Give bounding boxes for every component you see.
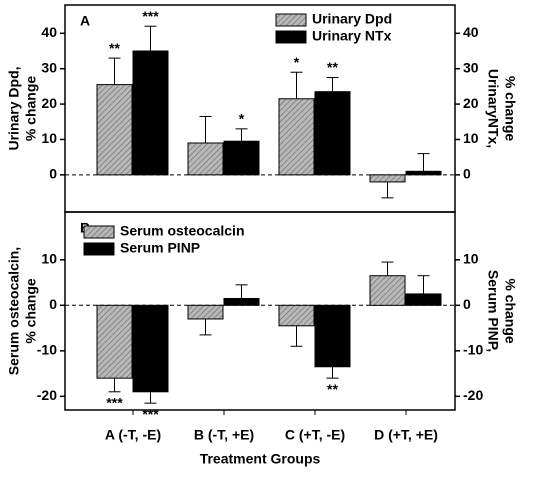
bar	[96, 304, 133, 379]
bar	[278, 98, 315, 176]
error-bar	[144, 391, 157, 404]
y-axis-label: % change	[23, 76, 39, 142]
plot-frame	[64, 211, 456, 411]
bar	[96, 84, 133, 176]
bar	[405, 170, 442, 176]
x-tick-label: A (-T, -E)	[105, 427, 161, 443]
bar	[278, 304, 315, 327]
y-tick-label: 0	[49, 296, 57, 312]
y2-tick-label: -20	[463, 387, 483, 403]
y2-axis-label: UrinaryNTx,	[485, 69, 501, 148]
bar	[187, 304, 224, 320]
legend-label: Urinary NTx	[312, 28, 392, 44]
error-bar	[108, 57, 121, 85]
error-bar	[144, 25, 157, 51]
error-bar	[290, 325, 303, 347]
y2-axis-label: % change	[502, 76, 518, 142]
bar	[223, 140, 260, 176]
y2-tick-label: 30	[463, 59, 479, 75]
y-tick-label: -20	[37, 387, 57, 403]
error-bar	[199, 115, 212, 143]
x-tick-label: D (+T, +E)	[374, 427, 438, 443]
y-tick-label: 20	[41, 95, 57, 111]
y-axis-label: % change	[23, 278, 39, 344]
error-bar	[417, 275, 430, 294]
bar	[223, 297, 260, 306]
error-bar	[235, 284, 248, 299]
bar	[369, 174, 406, 183]
significance: ***	[106, 394, 123, 410]
legend-label: Serum osteocalcin	[120, 223, 245, 239]
y-tick-label: 30	[41, 59, 57, 75]
significance: *	[294, 54, 300, 70]
bar	[369, 275, 406, 306]
panel-label: A	[80, 13, 90, 29]
x-axis-label: Treatment Groups	[200, 451, 321, 467]
x-tick-label: C (+T, -E)	[285, 427, 345, 443]
legend-label: Urinary Dpd	[312, 11, 392, 27]
y2-tick-label: 0	[463, 296, 471, 312]
error-bar	[108, 378, 121, 393]
y-tick-label: -10	[37, 342, 57, 358]
y2-axis-label: % change	[502, 278, 518, 344]
y-axis-label: Serum osteocalcin,	[6, 247, 22, 375]
significance: **	[327, 59, 338, 75]
legend-swatch	[275, 30, 307, 44]
y2-axis-label: Serum PINP,	[485, 270, 501, 352]
y-tick-label: 10	[41, 250, 57, 266]
error-bar	[381, 181, 394, 199]
legend-label: Serum PINP	[120, 240, 200, 256]
y-tick-label: 10	[41, 130, 57, 146]
significance: *	[239, 111, 245, 127]
bar	[132, 304, 169, 393]
y2-tick-label: 10	[463, 250, 479, 266]
x-tick-label: B (-T, +E)	[194, 427, 254, 443]
y2-tick-label: 0	[463, 166, 471, 182]
legend-swatch	[83, 225, 115, 239]
y-tick-label: 40	[41, 24, 57, 40]
error-bar	[326, 366, 339, 379]
error-bar	[417, 153, 430, 172]
significance: ***	[142, 8, 159, 24]
bar	[314, 304, 351, 368]
legend-swatch	[275, 13, 307, 27]
y-tick-label: 0	[49, 166, 57, 182]
error-bar	[199, 318, 212, 336]
y-axis-label: Urinary Dpd,	[6, 66, 22, 150]
bar	[314, 91, 351, 176]
significance: **	[327, 381, 338, 397]
y2-tick-label: 20	[463, 95, 479, 111]
bar	[187, 142, 224, 176]
error-bar	[235, 128, 248, 142]
significance: **	[109, 40, 120, 56]
y2-tick-label: -10	[463, 342, 483, 358]
bar	[132, 50, 169, 176]
error-bar	[290, 71, 303, 99]
y2-tick-label: 10	[463, 130, 479, 146]
error-bar	[381, 261, 394, 276]
legend-swatch	[83, 242, 115, 256]
error-bar	[326, 77, 339, 92]
significance: ***	[142, 406, 159, 422]
y2-tick-label: 40	[463, 24, 479, 40]
bar	[405, 293, 442, 306]
